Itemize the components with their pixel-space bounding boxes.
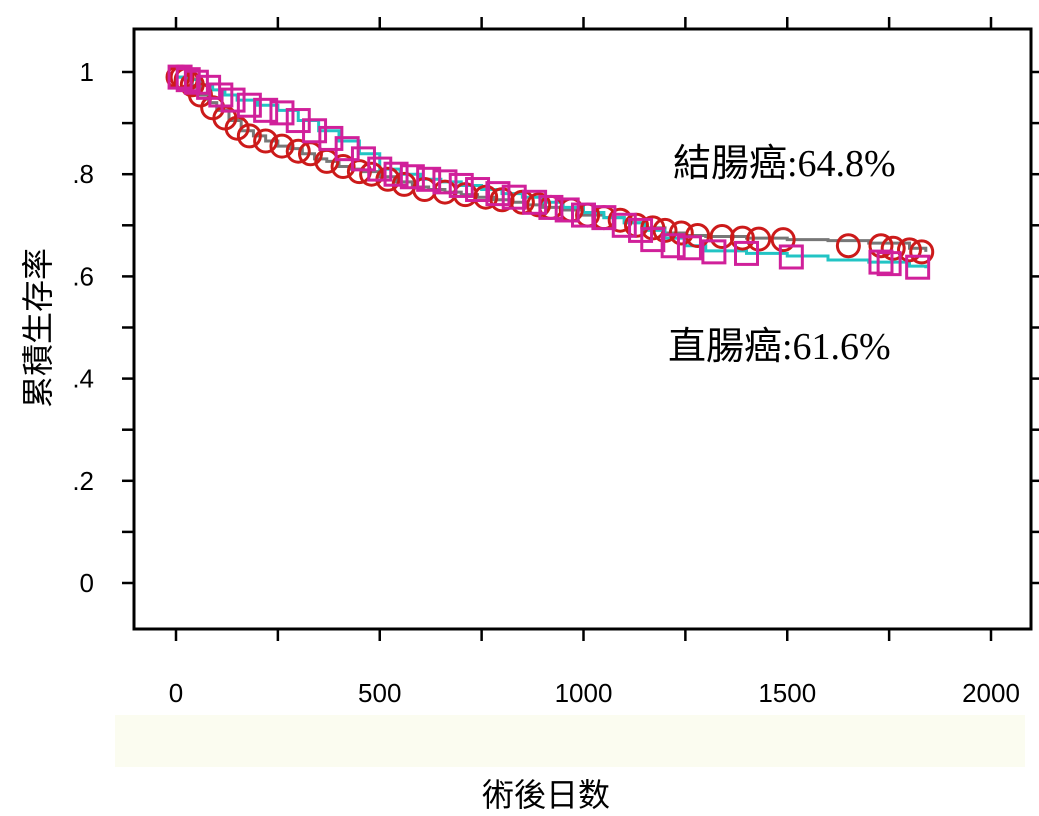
series-2-censor-marker <box>611 212 637 238</box>
x-tick-label: 1000 <box>555 678 613 708</box>
y-tick-label: .6 <box>72 261 94 291</box>
y-tick-label: .2 <box>72 466 94 496</box>
series-1-censor-marker <box>868 233 894 259</box>
series-2-censor-marker <box>501 184 527 210</box>
series-2-censor-marker <box>416 166 442 192</box>
series-2-censor-marker <box>660 233 686 259</box>
series-2-censor-marker <box>778 244 804 270</box>
series-2-censor-marker <box>701 239 727 265</box>
series-2-censor-marker <box>167 64 193 90</box>
axis-layer: 0 500 1000 1500 2000 0 .2 .4 .6 .8 1 <box>72 17 1039 708</box>
series-2-censor-marker <box>640 227 666 253</box>
series-2-censor-marker <box>554 197 580 223</box>
y-tick-label: 0 <box>80 568 94 598</box>
series-2-censor-marker <box>591 205 617 231</box>
series-2-censor-marker <box>383 161 409 187</box>
series-2-censor-marker <box>175 67 201 93</box>
series-2-censor-marker <box>734 240 759 266</box>
series-2-censor-marker <box>367 156 393 182</box>
series-2-censor-marker <box>465 177 491 203</box>
series-1-censor-marker <box>236 123 262 149</box>
series-2-censor-marker <box>399 164 425 190</box>
series-2-censor-marker <box>905 254 931 280</box>
series-1-censor-marker <box>359 161 385 187</box>
series-1-censor-marker <box>897 237 922 263</box>
y-axis-title: 累積生存率 <box>20 248 56 408</box>
annotation-colon-cancer: 結腸癌:64.8% <box>673 143 896 185</box>
series-1-censor-marker <box>909 239 935 265</box>
x-tick-label: 500 <box>358 678 401 708</box>
series-2-censor-marker <box>538 194 564 220</box>
x-tick-label: 1500 <box>758 678 816 708</box>
series-2-censor-marker <box>432 169 458 195</box>
y-tick-label: 1 <box>80 57 94 87</box>
x-axis-title: 術後日数 <box>482 777 610 813</box>
series-2-censor-marker <box>571 202 596 228</box>
y-tick-label: .4 <box>72 364 94 394</box>
x-tick-label: 0 <box>169 678 183 708</box>
series-2-censor-marker <box>676 235 702 261</box>
series-1-censor-marker <box>668 220 694 246</box>
series-1-censor-marker <box>269 133 295 159</box>
series-2-censor-marker <box>302 118 328 144</box>
series-1-censor-marker <box>330 154 356 180</box>
series-2-censor-marker <box>220 87 246 113</box>
series-1-censor-marker <box>729 225 755 251</box>
series-2-censor-marker <box>253 97 279 123</box>
series-1-censor-marker <box>835 233 861 259</box>
series-2-censor-marker <box>485 181 511 207</box>
series-2-censor-marker <box>876 251 902 277</box>
series-2-censor-marker <box>448 172 474 198</box>
marker-layer <box>165 64 935 280</box>
series-2-censor-marker <box>868 249 894 275</box>
annotation-rectal-cancer: 直腸癌:61.6% <box>668 326 891 368</box>
series-1-censor-marker <box>770 227 796 253</box>
x-tick-label: 2000 <box>962 678 1020 708</box>
series-2-censor-marker <box>236 92 262 118</box>
series-1-censor-marker <box>709 224 735 250</box>
series-1-censor-marker <box>253 128 279 154</box>
series-1-censor-marker <box>285 138 311 164</box>
x-axis-label-band <box>115 715 1025 767</box>
series-2-line <box>176 75 928 269</box>
series-2-censor-marker <box>522 189 548 215</box>
y-tick-label: .8 <box>72 159 94 189</box>
series-2-censor-marker <box>269 100 295 126</box>
